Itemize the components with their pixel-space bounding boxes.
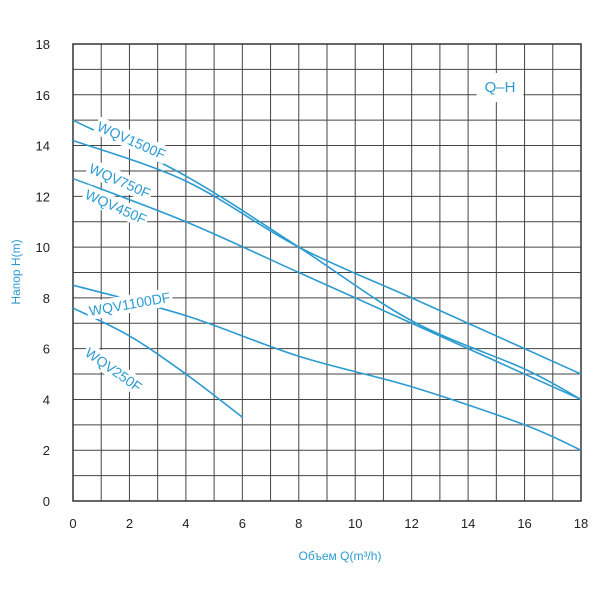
x-axis-label: Объем Q(m³/h) [299,549,382,563]
x-tick-label: 18 [574,516,588,531]
curves [72,119,582,451]
y-tick-label: 2 [43,443,50,458]
badge-box [476,73,524,102]
y-tick-label: 18 [36,37,50,52]
x-tick-label: 6 [239,516,246,531]
x-tick-label: 12 [404,516,418,531]
y-tick-label: 4 [43,392,50,407]
curve-label-wqv1500f: WQV1500F [95,118,168,162]
y-tick-label: 8 [43,291,50,306]
curve-label-background [80,184,152,230]
curve-label-background [80,342,148,397]
badge-text: Q–H [485,79,516,96]
x-tick-label: 10 [348,516,362,531]
curve-label-wqv250f: WQV250F [82,344,145,395]
curve-wqv450f [72,177,582,401]
x-tick-label: 14 [461,516,475,531]
x-tick-label: 2 [126,516,133,531]
y-tick-label: 16 [36,88,50,103]
chart-badge: Q–H [476,73,524,102]
x-tick-label: 4 [182,516,189,531]
y-tick-label: 14 [36,139,50,154]
curve-wqv250f [72,307,243,418]
x-tick-label: 0 [69,516,76,531]
grid [73,44,581,501]
curve-label-background [85,287,174,321]
x-tick-labels: 0 2 4 6 8 10 12 14 16 18 [69,516,588,531]
y-tick-label: 10 [36,240,50,255]
y-tick-labels: 0 2 4 6 8 10 12 14 16 18 [36,37,50,509]
plot-frame [72,43,582,502]
curve-label-background [84,158,156,204]
y-tick-label: 6 [43,342,50,357]
curve-wqv1500f [72,119,582,401]
curve-wqv750f [72,139,582,375]
x-tick-label: 16 [517,516,531,531]
y-tick-label: 12 [36,189,50,204]
curve-wqv1100df [72,284,582,451]
x-tick-label: 8 [295,516,302,531]
y-tick-label: 0 [43,494,50,509]
curve-label-background [92,116,171,165]
curve-label-group: WQV250F [80,342,148,397]
curve-label-group: WQV1500F [92,116,171,165]
y-axis-label: Напор H(m) [9,239,23,304]
